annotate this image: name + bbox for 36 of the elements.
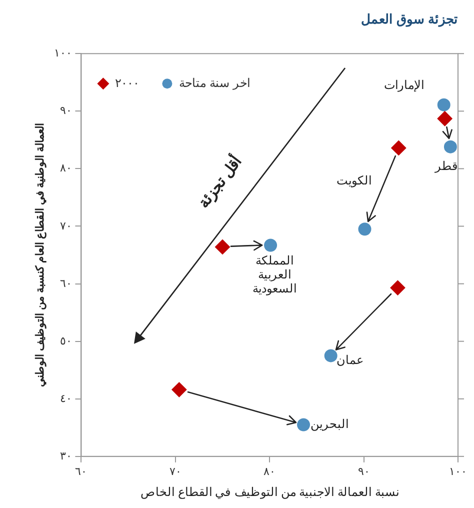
y-tick-label: ٣٠ [60, 450, 72, 462]
y-tick-label: ١٠٠ [54, 48, 72, 60]
chart-title: تجزئة سوق العمل [360, 11, 458, 28]
point [297, 418, 310, 432]
point [264, 238, 278, 252]
y-tick-label: ٤٠ [60, 392, 72, 405]
annotation: المملكة العربية السعودية [252, 254, 297, 296]
point [358, 222, 372, 236]
annotation: أقل تجزئة [192, 151, 246, 212]
y-tick-label: ٧٠ [60, 220, 72, 232]
annotation: البحرين [310, 417, 349, 432]
x-tick-label: ٩٠ [358, 466, 370, 478]
annotation: الكويت [336, 174, 372, 188]
point [324, 349, 338, 362]
x-tick-label: ٦٠ [75, 466, 88, 478]
annotation: عمان [336, 353, 364, 368]
y-tick-label: ٦٠ [60, 278, 72, 290]
annotation: الإمارات [384, 78, 424, 94]
point [444, 140, 457, 154]
point [437, 98, 450, 112]
point [390, 280, 406, 296]
legend-label: اخر سنة متاحة [179, 76, 250, 90]
y-tick-label: ٩٠ [60, 105, 72, 118]
legend-label: ٢٠٠٠ [115, 76, 140, 90]
y-axis-title: العمالة الوطنية في القطاع العام كنسبة من التوظيف الوطني [34, 122, 48, 388]
point [391, 140, 406, 156]
y-tick-label: ٥٠ [60, 335, 72, 348]
y-tick-label: ٨٠ [60, 162, 72, 175]
point [172, 382, 187, 398]
x-tick-label: ٨٠ [264, 466, 276, 478]
point [437, 111, 452, 126]
x-axis-title: نسبة العمالة الاجنبية من التوظيف في القطاع الخاص [140, 485, 399, 500]
x-tick-label: ٧٠ [169, 466, 182, 478]
x-tick-label: ١٠٠ [449, 466, 467, 478]
annotation: قطر [434, 159, 458, 174]
point [215, 239, 230, 254]
